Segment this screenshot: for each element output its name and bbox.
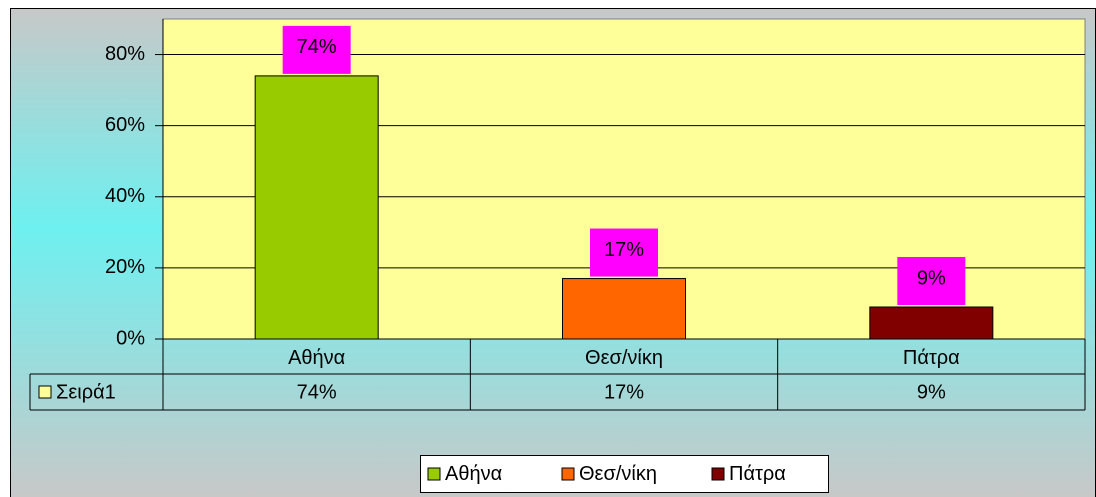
legend-label: Πάτρα [729, 463, 786, 485]
y-tick-label: 0% [116, 327, 145, 349]
legend-label: Θεσ/νίκη [579, 463, 657, 485]
legend-swatch [561, 467, 575, 481]
data-label: 74% [297, 36, 337, 58]
y-tick-label: 60% [105, 114, 145, 136]
data-label: 17% [604, 239, 644, 261]
legend-label: Αθήνα [445, 463, 502, 485]
x-tick-label: Θεσ/νίκη [585, 347, 663, 369]
series-name: Σειρά1 [56, 381, 116, 403]
y-tick-label: 20% [105, 256, 145, 278]
legend-key [38, 385, 52, 399]
y-tick-label: 40% [105, 185, 145, 207]
x-tick-label: Πάτρα [903, 347, 960, 369]
data-label: 9% [917, 267, 946, 289]
table-value: 9% [917, 381, 946, 403]
table-value: 17% [604, 381, 644, 403]
legend [420, 455, 829, 493]
bar [869, 306, 994, 340]
x-tick-label: Αθήνα [288, 347, 345, 369]
bar [254, 75, 379, 340]
legend-swatch [711, 467, 725, 481]
data-label-box [590, 228, 658, 277]
data-label-box [897, 257, 966, 305]
table-value: 74% [297, 381, 337, 403]
legend-swatch [427, 467, 441, 481]
data-label-box [282, 25, 351, 74]
y-tick-label: 80% [105, 43, 145, 65]
bar [562, 278, 686, 340]
